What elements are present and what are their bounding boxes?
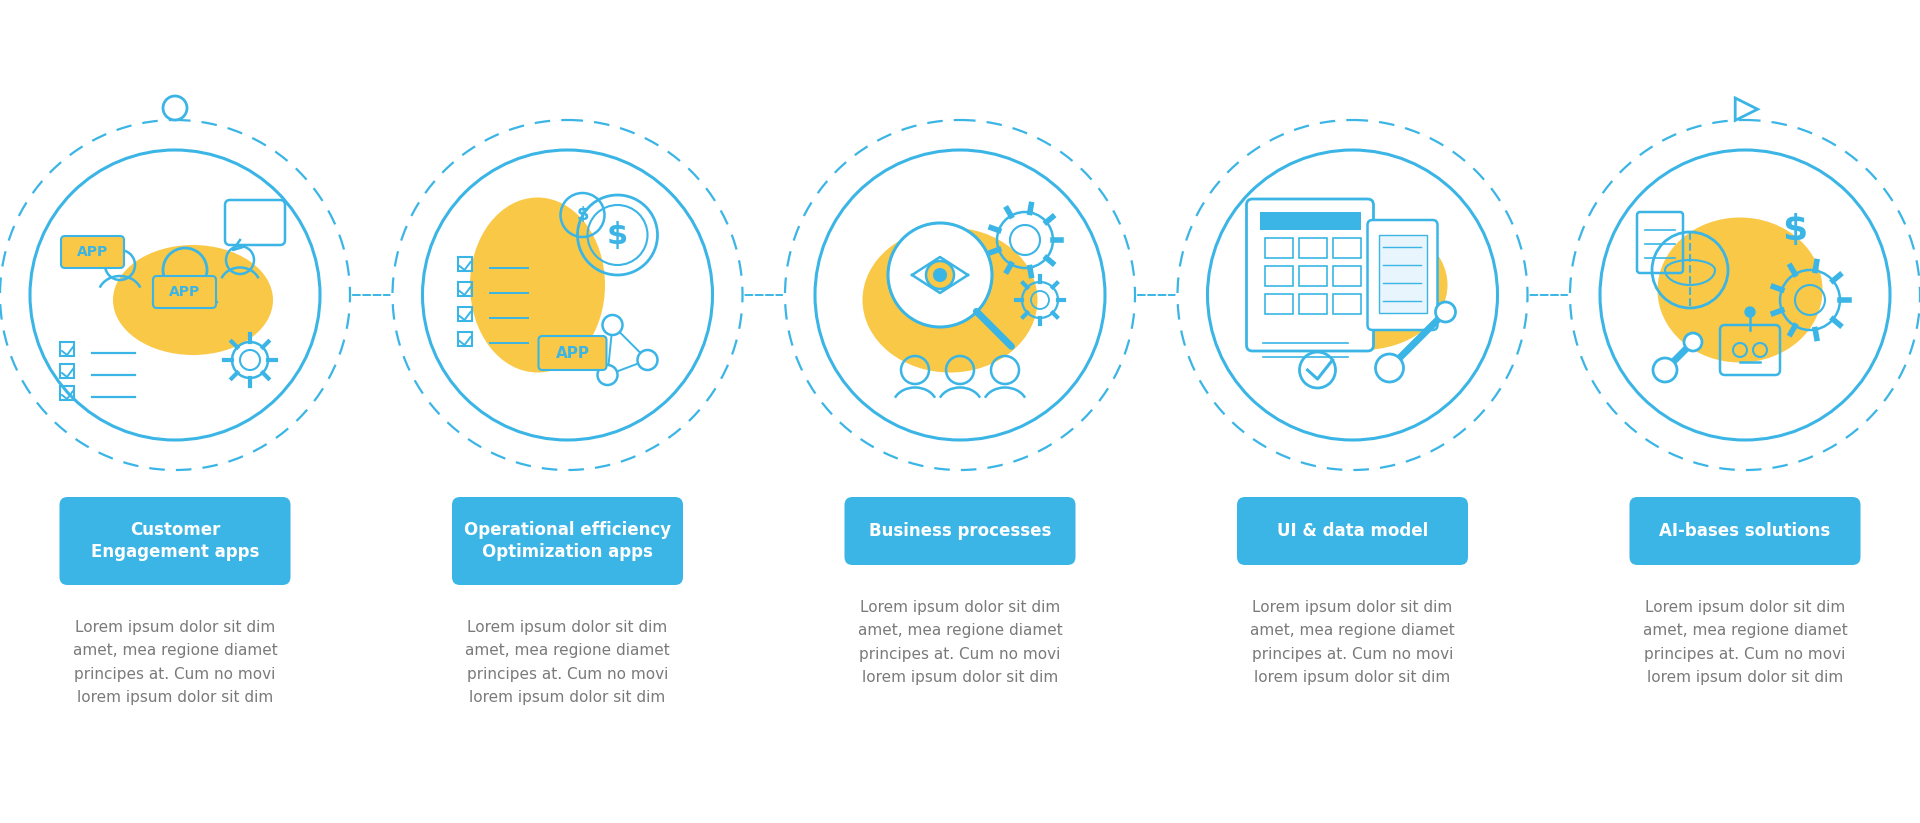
FancyBboxPatch shape bbox=[1367, 220, 1438, 330]
FancyBboxPatch shape bbox=[61, 236, 125, 268]
FancyBboxPatch shape bbox=[154, 276, 215, 308]
Text: Lorem ipsum dolor sit dim
amet, mea regione diamet
principes at. Cum no movi
lor: Lorem ipsum dolor sit dim amet, mea regi… bbox=[73, 620, 276, 705]
Circle shape bbox=[163, 96, 186, 120]
Text: $: $ bbox=[607, 221, 628, 249]
Text: Lorem ipsum dolor sit dim
amet, mea regione diamet
principes at. Cum no movi
lor: Lorem ipsum dolor sit dim amet, mea regi… bbox=[1644, 600, 1847, 686]
Ellipse shape bbox=[1277, 220, 1448, 350]
Text: AI-bases solutions: AI-bases solutions bbox=[1659, 522, 1830, 540]
Text: Lorem ipsum dolor sit dim
amet, mea regione diamet
principes at. Cum no movi
lor: Lorem ipsum dolor sit dim amet, mea regi… bbox=[1250, 600, 1455, 686]
Circle shape bbox=[603, 315, 622, 335]
FancyBboxPatch shape bbox=[1379, 235, 1427, 313]
Circle shape bbox=[637, 350, 657, 370]
Text: APP: APP bbox=[77, 245, 109, 259]
Circle shape bbox=[814, 150, 1106, 440]
Ellipse shape bbox=[862, 227, 1037, 373]
Circle shape bbox=[1375, 354, 1404, 382]
Circle shape bbox=[1684, 333, 1701, 351]
Ellipse shape bbox=[1657, 217, 1822, 362]
Text: Lorem ipsum dolor sit dim
amet, mea regione diamet
principes at. Cum no movi
lor: Lorem ipsum dolor sit dim amet, mea regi… bbox=[858, 600, 1062, 686]
Circle shape bbox=[887, 223, 993, 327]
Circle shape bbox=[597, 365, 618, 385]
FancyBboxPatch shape bbox=[451, 497, 684, 585]
Circle shape bbox=[1436, 302, 1455, 322]
Circle shape bbox=[422, 150, 712, 440]
Text: APP: APP bbox=[555, 346, 589, 360]
Circle shape bbox=[31, 150, 321, 440]
FancyBboxPatch shape bbox=[1236, 497, 1469, 565]
FancyBboxPatch shape bbox=[1260, 212, 1361, 230]
Ellipse shape bbox=[470, 198, 605, 373]
Circle shape bbox=[1599, 150, 1889, 440]
Text: $: $ bbox=[576, 206, 589, 224]
Circle shape bbox=[925, 261, 954, 289]
Circle shape bbox=[1653, 358, 1676, 382]
Text: UI & data model: UI & data model bbox=[1277, 522, 1428, 540]
Text: $: $ bbox=[1782, 213, 1807, 247]
Circle shape bbox=[1208, 150, 1498, 440]
Text: Customer
Engagement apps: Customer Engagement apps bbox=[90, 521, 259, 561]
Circle shape bbox=[933, 269, 947, 281]
FancyBboxPatch shape bbox=[538, 336, 607, 370]
Text: Business processes: Business processes bbox=[870, 522, 1050, 540]
Circle shape bbox=[1745, 307, 1755, 317]
FancyBboxPatch shape bbox=[1246, 199, 1373, 351]
Text: Operational efficiency
Optimization apps: Operational efficiency Optimization apps bbox=[465, 521, 672, 561]
FancyBboxPatch shape bbox=[1630, 497, 1860, 565]
Ellipse shape bbox=[113, 245, 273, 355]
Text: APP: APP bbox=[169, 285, 200, 299]
FancyBboxPatch shape bbox=[60, 497, 290, 585]
Text: Lorem ipsum dolor sit dim
amet, mea regione diamet
principes at. Cum no movi
lor: Lorem ipsum dolor sit dim amet, mea regi… bbox=[465, 620, 670, 705]
FancyBboxPatch shape bbox=[845, 497, 1075, 565]
